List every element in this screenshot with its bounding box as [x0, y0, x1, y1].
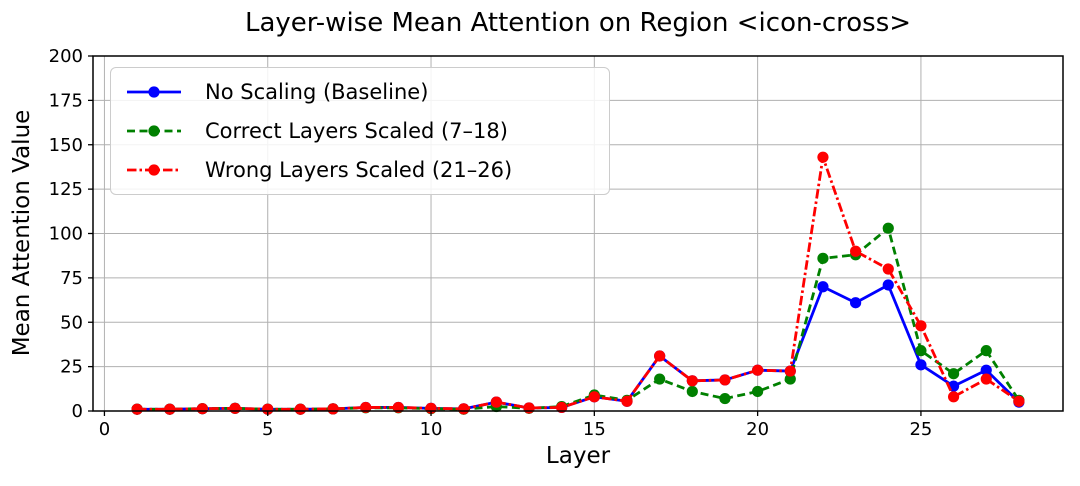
data-point — [719, 392, 731, 405]
ticks — [88, 55, 922, 416]
data-point — [719, 374, 731, 386]
data-point — [817, 151, 829, 163]
legend-line-sample — [127, 86, 181, 98]
x-tick-label: 5 — [262, 419, 273, 440]
data-point — [882, 263, 894, 275]
data-point — [654, 350, 666, 362]
data-point — [490, 396, 502, 408]
y-tick-label: 200 — [49, 46, 83, 67]
data-point — [947, 391, 960, 403]
data-point — [817, 252, 829, 264]
data-point — [164, 403, 176, 415]
y-tick-label: 0 — [72, 401, 83, 422]
y-tick-label: 75 — [60, 268, 83, 289]
x-tick-label: 20 — [746, 419, 769, 440]
chart-title: Layer-wise Mean Attention on Region <ico… — [244, 8, 912, 38]
x-tick-label: 10 — [420, 419, 443, 440]
data-point — [915, 320, 927, 332]
series-1 — [131, 222, 1025, 415]
data-point — [588, 391, 600, 403]
data-point — [980, 345, 992, 357]
data-point — [850, 245, 862, 257]
data-point — [752, 364, 764, 376]
data-point — [262, 403, 274, 415]
legend-label: Correct Layers Scaled (7–18) — [205, 118, 508, 143]
x-tick-label: 0 — [99, 419, 110, 440]
legend-label: Wrong Layers Scaled (21–26) — [205, 158, 513, 183]
data-point — [915, 345, 927, 357]
data-point — [882, 222, 894, 234]
series-line-0 — [137, 283, 1020, 411]
data-point — [131, 403, 143, 415]
y-tick-label: 25 — [60, 357, 83, 378]
x-axis-label: Layer — [545, 443, 611, 469]
series-0 — [131, 279, 1025, 415]
legend-line-sample — [127, 164, 181, 176]
y-tick-label: 175 — [49, 90, 83, 111]
y-tick-label: 125 — [49, 179, 83, 200]
data-point — [294, 403, 306, 415]
data-point — [458, 403, 470, 415]
series-line-2 — [137, 155, 1020, 411]
y-tick-label: 100 — [49, 224, 83, 245]
series-line-1 — [137, 226, 1021, 411]
data-point — [947, 368, 960, 380]
data-point — [621, 395, 633, 407]
data-point — [686, 385, 698, 398]
x-tick-label: 25 — [909, 419, 932, 440]
legend: No Scaling (Baseline) Correct Layers Scal… — [110, 67, 610, 195]
legend-line-sample — [127, 125, 181, 137]
data-point — [850, 297, 862, 309]
data-point — [882, 279, 894, 291]
data-point — [686, 375, 698, 387]
data-point — [229, 402, 241, 414]
data-point — [654, 373, 666, 385]
x-tick-label: 15 — [583, 419, 606, 440]
data-point — [523, 402, 535, 414]
data-point — [817, 281, 829, 293]
legend-item: Wrong Layers Scaled (21–26) — [111, 151, 609, 189]
data-point — [980, 364, 992, 376]
legend-item: Correct Layers Scaled (7–18) — [111, 112, 609, 150]
data-point — [327, 403, 339, 415]
data-point — [196, 403, 209, 415]
y-tick-label: 50 — [60, 312, 83, 333]
legend-label: No Scaling (Baseline) — [205, 79, 429, 104]
y-axis-label: Mean Attention Value — [9, 109, 35, 357]
data-point — [784, 373, 796, 385]
data-point — [915, 359, 927, 371]
y-tick-label: 150 — [49, 135, 83, 156]
data-point — [980, 373, 992, 385]
data-point — [784, 365, 796, 377]
data-point — [1013, 395, 1025, 407]
data-point — [752, 385, 764, 398]
legend-item: No Scaling (Baseline) — [111, 73, 609, 111]
